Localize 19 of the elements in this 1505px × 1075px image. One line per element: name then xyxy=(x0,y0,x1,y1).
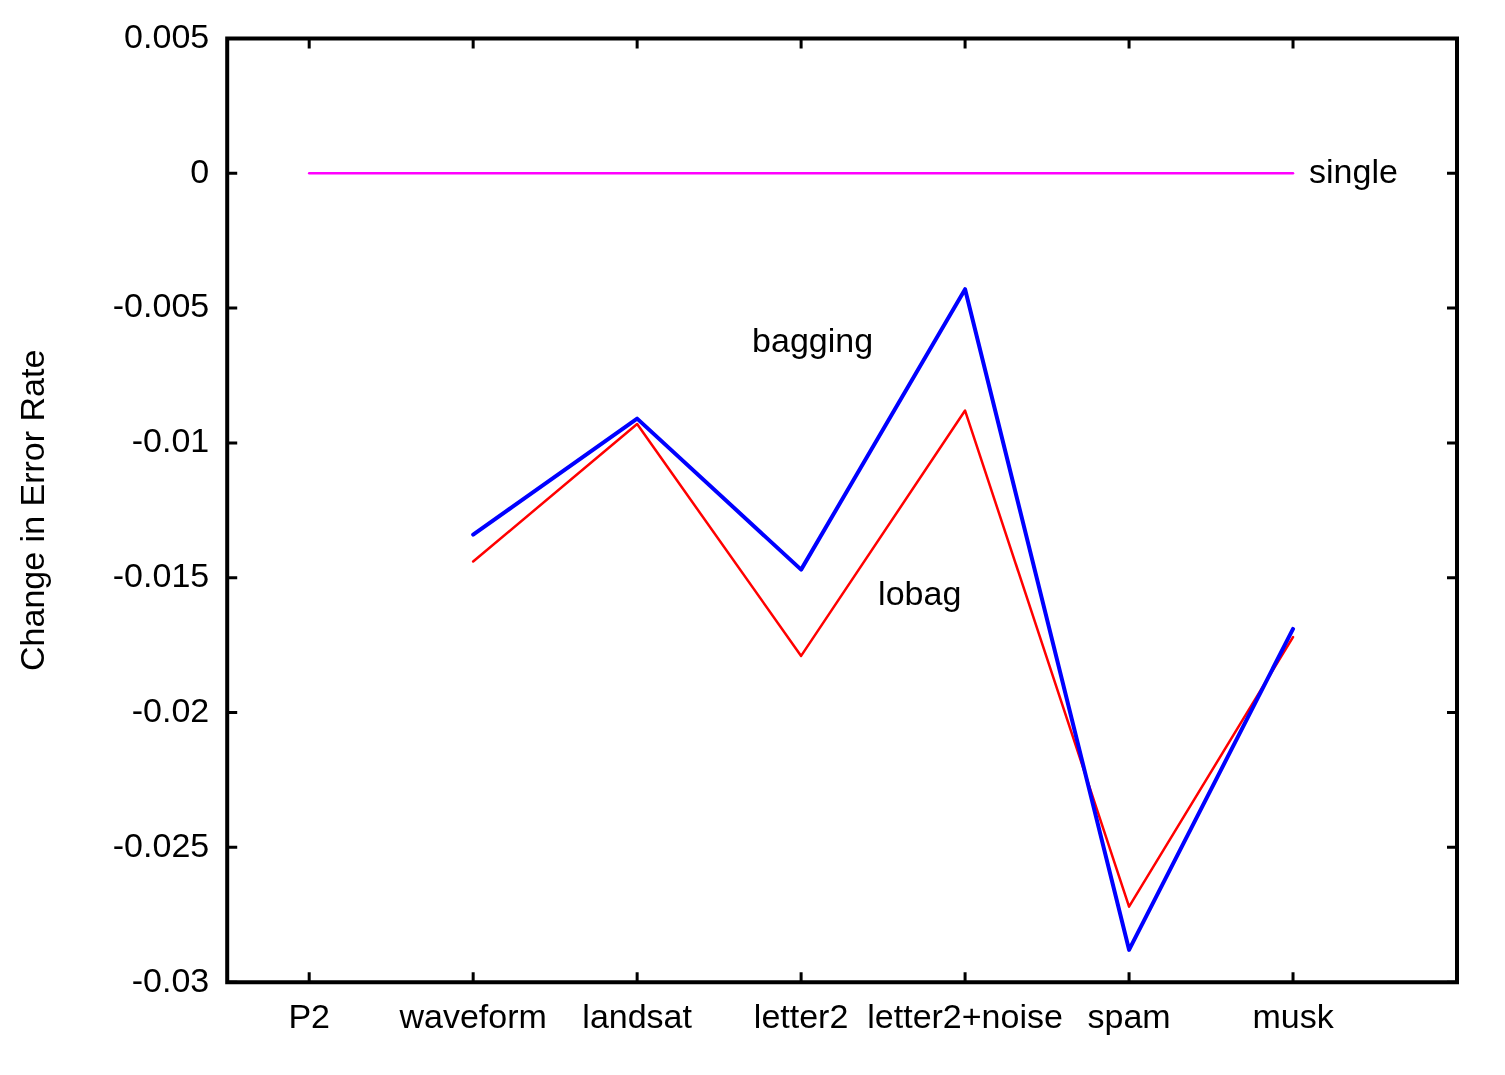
x-tick-label: musk xyxy=(1252,996,1335,1035)
x-tick-label: waveform xyxy=(398,996,547,1035)
y-tick-label: -0.005 xyxy=(112,286,210,325)
y-tick-label: 0.005 xyxy=(124,16,210,55)
x-tick-label: letter2 xyxy=(753,996,849,1035)
y-tick-label: -0.025 xyxy=(112,825,210,864)
y-tick-label: -0.02 xyxy=(131,690,210,729)
series-label: single xyxy=(1309,151,1398,190)
x-tick-label: P2 xyxy=(288,996,330,1035)
x-tick-label: landsat xyxy=(582,996,693,1035)
series-label: lobag xyxy=(878,573,962,612)
x-tick-label: spam xyxy=(1087,996,1171,1035)
y-axis-title: Change in Error Rate xyxy=(12,349,51,671)
y-tick-label: -0.015 xyxy=(112,556,210,595)
x-tick-label: letter2+noise xyxy=(867,996,1063,1035)
y-tick-label: 0 xyxy=(190,151,210,190)
y-tick-label: -0.01 xyxy=(131,421,210,460)
y-tick-label: -0.03 xyxy=(131,960,210,999)
series-label: bagging xyxy=(752,320,874,359)
